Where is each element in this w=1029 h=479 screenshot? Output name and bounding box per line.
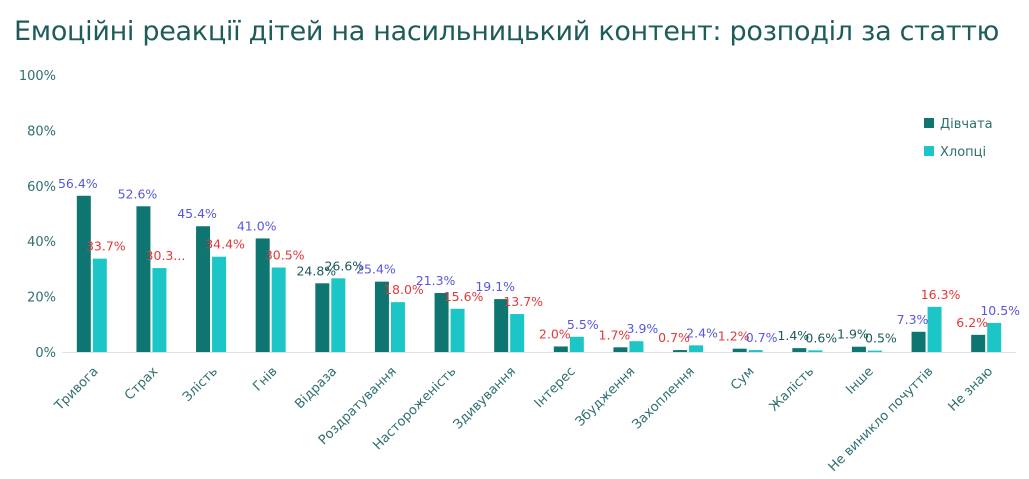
data-label-khloptsi: 30.3...	[146, 248, 186, 263]
y-tick-label: 100%	[19, 69, 56, 84]
legend-swatch	[924, 146, 934, 156]
data-label-divchata: 0.7%	[658, 330, 690, 345]
data-label-divchata: 6.2%	[956, 315, 988, 330]
data-label-khloptsi: 10.5%	[980, 303, 1020, 318]
x-category-label: Не виникло почуттів	[826, 364, 937, 475]
x-category-label: Жалість	[767, 364, 817, 414]
bar-divchata	[911, 331, 926, 352]
bar-divchata	[315, 283, 330, 352]
bar-khloptsi	[450, 308, 465, 352]
bar-divchata	[374, 281, 389, 352]
bar-divchata	[136, 206, 151, 352]
bar-khloptsi	[867, 350, 882, 352]
chart-title: Емоційні реакції дітей на насильницький …	[14, 16, 1000, 47]
data-label-khloptsi: 30.5%	[265, 248, 305, 263]
y-tick-label: 0%	[35, 346, 56, 361]
data-label-divchata: 7.3%	[897, 312, 929, 327]
x-category-label: Злість	[180, 364, 221, 405]
data-label-khloptsi: 18.0%	[384, 282, 424, 297]
data-label-divchata: 25.4%	[356, 262, 396, 277]
x-category-label: Тривога	[51, 364, 101, 414]
bar-divchata	[851, 346, 866, 352]
bar-divchata	[613, 347, 628, 352]
bar-divchata	[732, 348, 747, 352]
y-tick-label: 60%	[27, 180, 56, 195]
bar-khloptsi	[152, 268, 167, 352]
legend-label: Дівчата	[940, 117, 993, 132]
bar-divchata	[494, 299, 509, 352]
data-label-khloptsi: 0.7%	[746, 330, 778, 345]
x-category-label: Здивування	[451, 364, 519, 432]
bar-khloptsi	[629, 341, 644, 352]
data-label-khloptsi: 16.3%	[921, 287, 961, 302]
bar-khloptsi	[808, 350, 823, 352]
bar-divchata	[434, 292, 449, 352]
bar-divchata	[673, 350, 688, 352]
data-label-divchata: 1.9%	[837, 327, 869, 342]
data-label-khloptsi: 33.7%	[86, 239, 126, 254]
x-category-label: Захоплення	[630, 364, 698, 432]
bar-khloptsi	[271, 267, 286, 352]
data-label-khloptsi: 34.4%	[205, 237, 245, 252]
data-label-khloptsi: 26.6%	[324, 258, 364, 273]
bar-khloptsi	[569, 336, 584, 352]
bar-khloptsi	[331, 278, 346, 352]
data-label-divchata: 1.2%	[718, 329, 750, 344]
y-tick-label: 40%	[27, 235, 56, 250]
data-label-divchata: 24.8%	[296, 263, 336, 278]
data-label-divchata: 52.6%	[118, 186, 158, 201]
x-category-label: Інше	[843, 364, 876, 397]
y-tick-label: 80%	[27, 124, 56, 139]
data-label-khloptsi: 5.5%	[567, 317, 599, 332]
bar-khloptsi	[748, 350, 763, 352]
bar-khloptsi	[987, 322, 1002, 352]
y-tick-label: 20%	[27, 291, 56, 306]
data-label-divchata: 21.3%	[416, 273, 456, 288]
data-label-khloptsi: 13.7%	[503, 294, 543, 309]
x-category-label: Страх	[122, 364, 162, 404]
bar-divchata	[255, 238, 270, 352]
x-category-label: Не знаю	[946, 364, 996, 414]
bar-khloptsi	[510, 314, 525, 352]
data-label-divchata: 1.7%	[599, 327, 631, 342]
x-category-label: Відраза	[292, 364, 340, 412]
bar-divchata	[553, 346, 568, 352]
data-label-divchata: 45.4%	[177, 206, 217, 221]
bar-divchata	[196, 226, 211, 352]
bar-khloptsi	[390, 302, 405, 352]
bar-khloptsi	[689, 345, 704, 352]
bar-divchata	[971, 334, 986, 352]
legend-swatch	[924, 118, 934, 128]
legend-label: Хлопці	[940, 145, 986, 160]
x-category-label: Сум	[728, 364, 757, 393]
data-label-khloptsi: 0.5%	[865, 331, 897, 346]
bar-divchata	[792, 348, 807, 352]
data-label-divchata: 41.0%	[237, 218, 277, 233]
x-category-label: Гнів	[250, 364, 280, 394]
data-label-khloptsi: 3.9%	[627, 321, 659, 336]
bar-khloptsi	[927, 306, 942, 352]
data-label-divchata: 56.4%	[58, 176, 98, 191]
bar-khloptsi	[212, 256, 227, 352]
data-label-khloptsi: 15.6%	[444, 289, 484, 304]
data-label-divchata: 1.4%	[777, 328, 809, 343]
bar-khloptsi	[92, 258, 107, 352]
bar-divchata	[76, 195, 91, 352]
data-label-divchata: 19.1%	[475, 279, 515, 294]
data-label-khloptsi: 0.6%	[805, 330, 837, 345]
data-label-divchata: 2.0%	[539, 326, 571, 341]
data-label-khloptsi: 2.4%	[686, 325, 718, 340]
x-category-label: Збудження	[573, 364, 638, 429]
x-category-label: Інтерес	[532, 364, 579, 411]
